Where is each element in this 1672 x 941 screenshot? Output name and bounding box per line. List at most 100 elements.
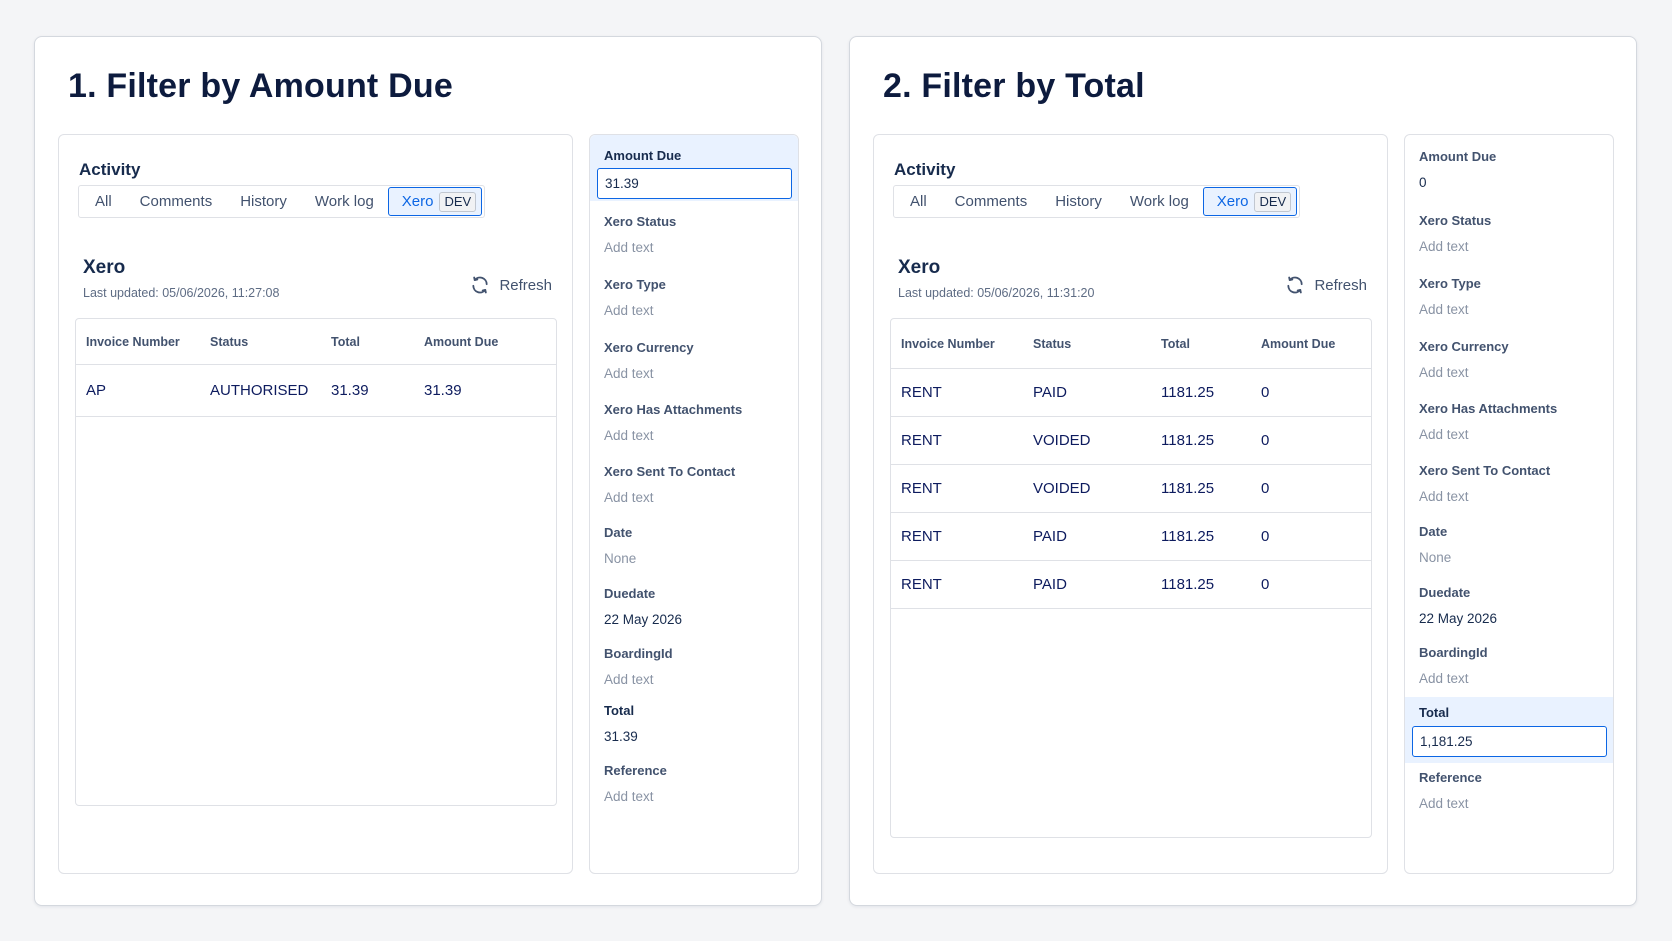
col-status: Status [1033, 336, 1072, 351]
cell-status: PAID [1033, 576, 1067, 593]
field-value[interactable]: Add text [1419, 796, 1469, 811]
field-value[interactable]: Add text [604, 428, 654, 443]
cell-invoice: AP [86, 382, 107, 399]
field-value[interactable]: Add text [604, 490, 654, 505]
field-duedate: Duedate 22 May 2026 [1419, 585, 1497, 626]
refresh-button[interactable]: Refresh [1285, 275, 1367, 295]
field-xero-currency: Xero Currency Add text [1419, 339, 1509, 380]
cell-amount-due: 0 [1261, 576, 1270, 593]
cell-invoice: RENT [901, 432, 942, 449]
col-total: Total [331, 334, 360, 349]
tab-comments[interactable]: Comments [139, 193, 213, 210]
field-label: Xero Status [604, 214, 677, 229]
field-amount-due: Amount Due [604, 148, 681, 163]
tab-work-log[interactable]: Work log [1129, 193, 1189, 210]
field-value[interactable]: Add text [604, 366, 654, 381]
cell-amount-due: 0 [1261, 480, 1270, 497]
col-amount-due: Amount Due [1261, 336, 1336, 351]
field-label: Xero Type [604, 277, 666, 292]
dev-badge: DEV [1254, 191, 1292, 212]
table-row[interactable]: RENT PAID 1181.25 0 [891, 561, 1371, 609]
tab-xero[interactable]: Xero DEV [387, 187, 483, 216]
cell-invoice: RENT [901, 384, 942, 401]
card-title: 1. Filter by Amount Due [68, 67, 453, 105]
field-label: Xero Status [1419, 213, 1492, 228]
field-duedate: Duedate 22 May 2026 [604, 586, 682, 627]
tab-history[interactable]: History [1055, 193, 1102, 210]
xero-heading: Xero [898, 257, 941, 278]
field-value[interactable]: Add text [1419, 365, 1469, 380]
refresh-button[interactable]: Refresh [470, 275, 552, 295]
tab-history[interactable]: History [240, 193, 287, 210]
field-date: Date None [1419, 524, 1451, 565]
activity-label: Activity [79, 160, 141, 179]
field-label: Xero Sent To Contact [1419, 463, 1551, 478]
field-label: Amount Due [604, 148, 682, 163]
field-value[interactable]: None [604, 551, 637, 566]
field-reference: Reference Add text [604, 763, 667, 804]
field-value[interactable]: Add text [1419, 239, 1469, 254]
field-label: Xero Sent To Contact [604, 464, 736, 479]
col-invoice-number: Invoice Number [901, 336, 995, 351]
field-value[interactable]: Add text [1419, 489, 1469, 504]
table-header: Invoice Number Status Total Amount Due [76, 319, 556, 365]
table-row[interactable]: RENT VOIDED 1181.25 0 [891, 465, 1371, 513]
field-xero-has-attachments: Xero Has Attachments Add text [604, 402, 742, 443]
field-label: Xero Type [1419, 276, 1481, 291]
tab-work-log[interactable]: Work log [314, 193, 374, 210]
field-xero-status: Xero Status Add text [1419, 213, 1491, 254]
xero-heading: Xero [83, 257, 126, 278]
last-updated: Last updated: 05/06/2026, 11:27:08 [83, 286, 280, 300]
field-xero-type: Xero Type Add text [1419, 276, 1481, 317]
tab-comments[interactable]: Comments [954, 193, 1028, 210]
cell-invoice: RENT [901, 528, 942, 545]
field-label: BoardingId [604, 646, 673, 661]
field-label: Duedate [1419, 585, 1471, 600]
field-xero-status: Xero Status Add text [604, 214, 676, 255]
total-input[interactable] [1412, 726, 1607, 757]
field-value[interactable]: 31.39 [604, 729, 638, 744]
field-boardingid: BoardingId Add text [604, 646, 673, 687]
amount-due-input[interactable] [597, 168, 792, 199]
field-date: Date None [604, 525, 636, 566]
cell-amount-due: 31.39 [424, 382, 462, 399]
cell-status: PAID [1033, 384, 1067, 401]
table-row[interactable]: RENT PAID 1181.25 0 [891, 513, 1371, 561]
table-row[interactable]: AP AUTHORISED 31.39 31.39 [76, 365, 556, 417]
tab-xero-label: Xero [1216, 193, 1249, 210]
refresh-icon [1287, 276, 1304, 294]
cell-invoice: RENT [901, 480, 942, 497]
field-value[interactable]: Add text [1419, 671, 1469, 686]
tab-all[interactable]: All [95, 193, 112, 210]
field-value[interactable]: 0 [1419, 175, 1427, 190]
field-value[interactable]: Add text [604, 303, 654, 318]
field-label: BoardingId [1419, 645, 1488, 660]
field-value[interactable]: Add text [1419, 427, 1469, 442]
tab-xero-label: Xero [401, 193, 434, 210]
field-value[interactable]: 22 May 2026 [604, 612, 683, 627]
cell-invoice: RENT [901, 576, 942, 593]
field-value[interactable]: Add text [1419, 302, 1469, 317]
field-xero-currency: Xero Currency Add text [604, 340, 694, 381]
cell-status: PAID [1033, 528, 1067, 545]
cell-total: 1181.25 [1161, 432, 1215, 449]
field-value[interactable]: 22 May 2026 [1419, 611, 1498, 626]
field-amount-due: Amount Due 0 [1419, 149, 1496, 190]
field-value[interactable]: Add text [604, 672, 654, 687]
field-label: Xero Currency [1419, 339, 1509, 354]
cell-total: 1181.25 [1161, 384, 1215, 401]
field-xero-sent-to-contact: Xero Sent To Contact Add text [1419, 463, 1550, 504]
field-value[interactable]: Add text [604, 789, 654, 804]
table-row[interactable]: RENT PAID 1181.25 0 [891, 369, 1371, 417]
tab-xero[interactable]: Xero DEV [1202, 187, 1298, 216]
field-value[interactable]: None [1419, 550, 1452, 565]
table-row[interactable]: RENT VOIDED 1181.25 0 [891, 417, 1371, 465]
refresh-label: Refresh [1314, 276, 1367, 294]
field-value[interactable]: Add text [604, 240, 654, 255]
cell-total: 1181.25 [1161, 480, 1215, 497]
cell-total: 1181.25 [1161, 576, 1215, 593]
invoice-table: Invoice Number Status Total Amount Due A… [75, 318, 557, 806]
tab-all[interactable]: All [910, 193, 927, 210]
field-xero-sent-to-contact: Xero Sent To Contact Add text [604, 464, 735, 505]
field-label: Total [604, 703, 635, 718]
